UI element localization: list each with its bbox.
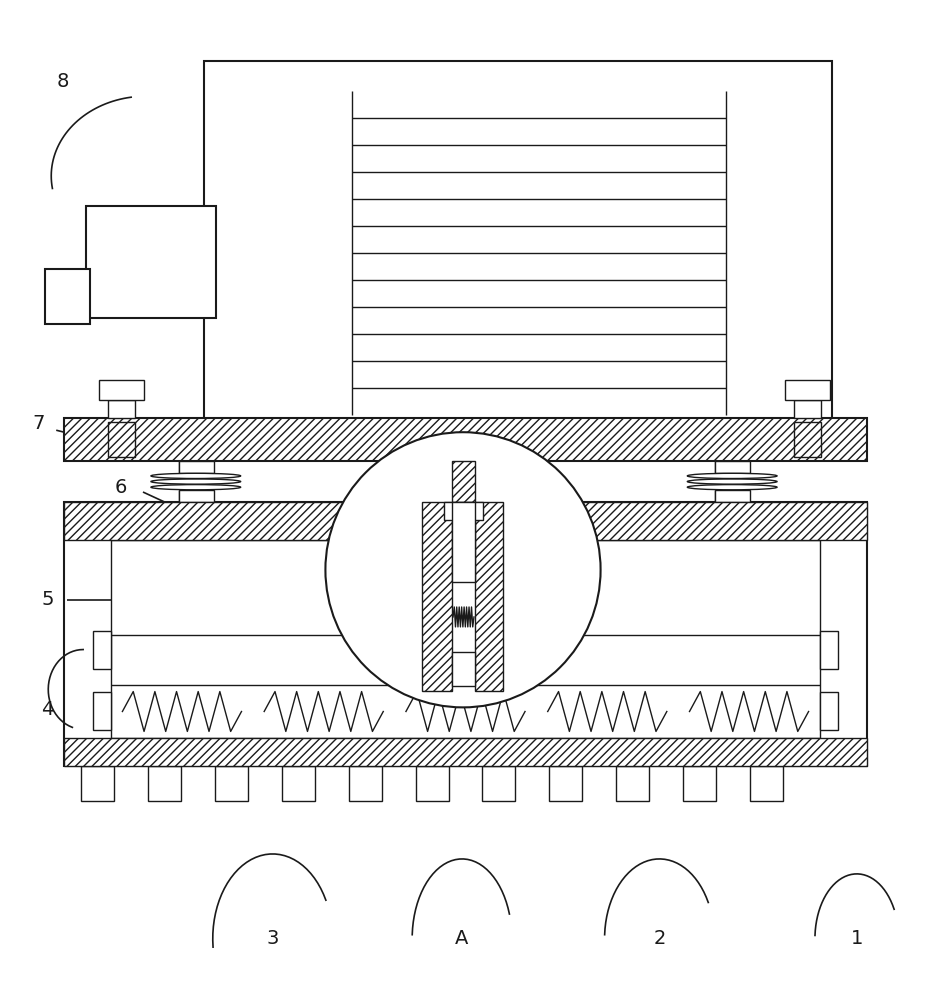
Bar	[64, 502, 867, 766]
Bar	[64, 418, 867, 461]
Bar	[99, 380, 144, 400]
Bar	[683, 766, 716, 801]
Bar	[64, 738, 867, 766]
Bar	[716, 490, 750, 502]
Ellipse shape	[151, 485, 241, 490]
Bar	[282, 766, 315, 801]
Bar	[111, 540, 819, 738]
Bar	[452, 461, 475, 502]
Bar	[86, 206, 216, 318]
Ellipse shape	[687, 485, 777, 490]
Bar	[452, 652, 475, 686]
Bar	[108, 400, 135, 418]
Bar	[794, 422, 821, 457]
Bar	[179, 461, 214, 473]
Bar	[204, 61, 832, 425]
Bar	[93, 692, 111, 730]
Text: 3: 3	[266, 929, 279, 948]
Bar	[475, 502, 502, 691]
Text: 6: 6	[115, 478, 127, 497]
Circle shape	[325, 432, 601, 707]
Bar	[108, 422, 135, 457]
Ellipse shape	[687, 473, 777, 479]
Bar	[819, 692, 838, 730]
Bar	[215, 766, 248, 801]
Bar	[482, 766, 515, 801]
Text: A: A	[455, 929, 469, 948]
Text: 2: 2	[654, 929, 666, 948]
Text: 4: 4	[41, 700, 54, 719]
Bar	[82, 766, 114, 801]
Ellipse shape	[151, 473, 241, 479]
Ellipse shape	[151, 479, 241, 484]
Text: 1: 1	[851, 929, 863, 948]
Bar	[716, 461, 750, 473]
Bar	[550, 766, 582, 801]
Bar	[794, 400, 821, 418]
Bar	[415, 766, 449, 801]
Text: 7: 7	[32, 414, 44, 433]
Bar	[616, 766, 649, 801]
Text: 5: 5	[41, 590, 54, 609]
Bar	[349, 766, 382, 801]
Bar	[45, 269, 90, 324]
Ellipse shape	[687, 479, 777, 484]
Bar	[93, 631, 111, 669]
Bar	[452, 502, 475, 582]
Bar	[148, 766, 181, 801]
Bar	[750, 766, 783, 801]
Bar	[785, 380, 830, 400]
Bar	[179, 490, 214, 502]
Text: 8: 8	[57, 72, 70, 91]
Bar	[422, 502, 452, 691]
Bar	[819, 631, 838, 669]
Bar	[444, 502, 483, 520]
Bar	[64, 502, 867, 540]
